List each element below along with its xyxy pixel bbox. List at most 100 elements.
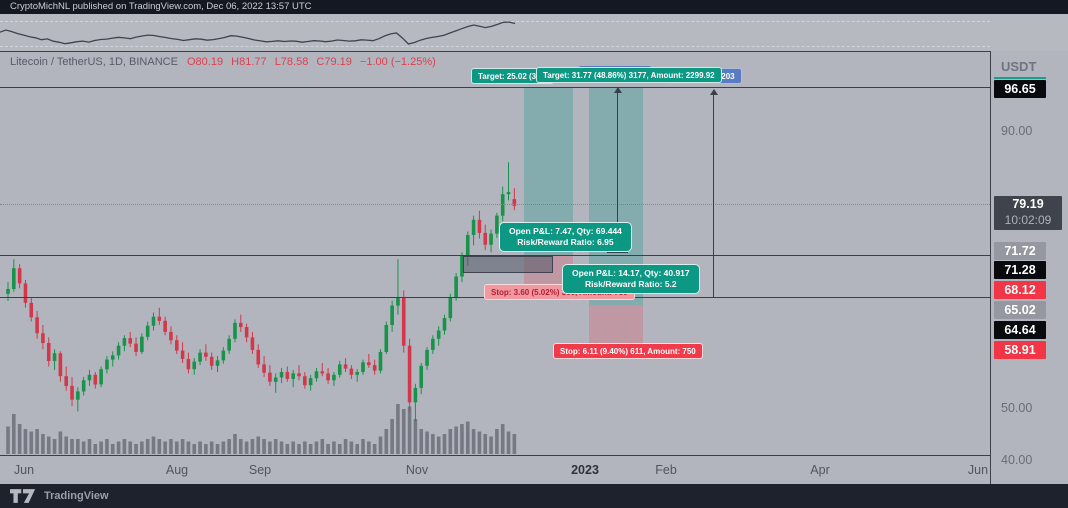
candle-body [198, 352, 202, 362]
volume-bar [268, 441, 272, 454]
volume-bar [495, 429, 499, 454]
candle-body [151, 316, 156, 326]
candle-body [291, 373, 295, 379]
volume-bar [29, 431, 34, 454]
candle-body [128, 338, 133, 344]
target1-label[interactable]: Target: 25.02 (34.8 [471, 68, 555, 84]
candle-body [407, 345, 412, 403]
volume-bar [314, 441, 319, 454]
volume-bar [343, 439, 348, 454]
current-price-dotted-line [0, 204, 990, 205]
volume-bar [169, 439, 173, 454]
candle-body [448, 297, 453, 319]
volume-bar [221, 441, 226, 454]
candle-body [244, 327, 249, 338]
volume-bar [401, 409, 406, 454]
candle-body [454, 276, 458, 298]
price-axis-label-40.00: 40.00 [1001, 453, 1033, 467]
candle-body [192, 361, 197, 370]
time-axis-label-Jun: Jun [967, 463, 989, 477]
price-axis-label-65.02: 65.02 [994, 301, 1046, 319]
volume-bar [110, 444, 115, 454]
time-axis-label-2023: 2023 [571, 463, 599, 477]
candle-body [361, 362, 365, 372]
candle-body [87, 374, 92, 381]
target2-label[interactable]: Target: 31.77 (48.86%) 3177, Amount: 229… [536, 67, 722, 83]
stop2-label[interactable]: Stop: 6.11 (9.40%) 611, Amount: 750 [553, 343, 703, 359]
candle-body [169, 331, 173, 341]
candle-body [239, 322, 243, 328]
volume-bar [431, 434, 435, 454]
entry1-price-line[interactable] [0, 255, 990, 256]
candle-body [180, 350, 185, 359]
candle-body [58, 353, 63, 377]
range-end-cap [607, 251, 628, 253]
volume-bar [233, 434, 237, 454]
volume-bar [419, 429, 424, 454]
time-axis-label-Jun: Jun [13, 463, 35, 477]
arrow-up-icon [613, 87, 622, 93]
price-range-line-1[interactable] [607, 87, 628, 253]
candle-body [413, 387, 418, 403]
axis-currency-label: USDT [1001, 59, 1037, 74]
volume-bar [297, 444, 301, 454]
volume-bar [35, 429, 39, 454]
candlestick-plot[interactable] [0, 0, 990, 456]
volume-bar [256, 436, 261, 454]
minimap-upper-dash [0, 21, 990, 22]
symbol-bar[interactable]: Litecoin / TetherUS, 1D, BINANCE O80.19 … [10, 56, 441, 68]
volume-bar [460, 424, 464, 454]
price-axis-label-71.28: 71.28 [994, 261, 1046, 279]
volume-bar [483, 434, 488, 454]
volume-bar [308, 444, 313, 454]
candle-body [495, 215, 499, 234]
price-range-line-2[interactable] [709, 89, 718, 297]
open-pnl1-label[interactable]: Open P&L: 7.47, Qty: 69.444 Risk/Reward … [499, 222, 632, 252]
open-pnl2-label[interactable]: Open P&L: 14.17, Qty: 40.917 Risk/Reward… [562, 264, 700, 294]
candle-body [343, 364, 348, 369]
volume-bar [337, 444, 342, 454]
volume-bar [489, 436, 493, 454]
volume-bar [250, 439, 255, 454]
volume-bar [320, 439, 325, 454]
price-axis-label-96.65: 96.65 [994, 80, 1046, 98]
volume-bar [227, 439, 231, 454]
tradingview-logo-icon[interactable] [10, 489, 36, 503]
target-price-line[interactable] [0, 87, 990, 88]
candle-body [367, 362, 371, 366]
candle-body [41, 333, 45, 343]
volume-bar [239, 439, 243, 454]
candle-body [425, 349, 429, 366]
volume-bar [6, 426, 10, 454]
low-value: L78.58 [274, 56, 309, 68]
volume-bar [384, 429, 389, 454]
time-axis[interactable]: Jun Aug Sep Nov 2023 Feb Apr Jun [0, 455, 1068, 484]
position2-loss-zone[interactable] [589, 305, 643, 347]
candle-body [419, 365, 424, 388]
volume-bar [215, 444, 220, 454]
highlight-rectangle[interactable] [463, 256, 553, 273]
arrow-up-icon [709, 89, 718, 95]
price-axis[interactable]: USDT 96.65 90.00 79.19 10:02:09 71.72 71.28 68… [990, 51, 1068, 484]
footer-bar: TradingView [0, 484, 1068, 508]
candle-body [17, 268, 22, 284]
candle-body [116, 345, 121, 356]
volume-bar [204, 444, 208, 454]
volume-bar [291, 441, 295, 454]
volume-bar [116, 441, 121, 454]
volume-bar [105, 439, 109, 454]
candle-body [262, 364, 266, 373]
candle-body [372, 365, 377, 371]
volume-bar [12, 414, 16, 454]
volume-bar [76, 439, 80, 454]
volume-bar [46, 436, 51, 454]
candle-body [279, 372, 284, 378]
volume-bar [134, 444, 138, 454]
minimap-strip[interactable] [0, 14, 1068, 51]
time-axis-label-Sep: Sep [248, 463, 272, 477]
candle-body [93, 374, 98, 385]
volume-bar [367, 441, 371, 454]
symbol-title[interactable]: Litecoin / TetherUS, 1D, BINANCE [10, 56, 178, 68]
footer-brand[interactable]: TradingView [44, 490, 109, 502]
